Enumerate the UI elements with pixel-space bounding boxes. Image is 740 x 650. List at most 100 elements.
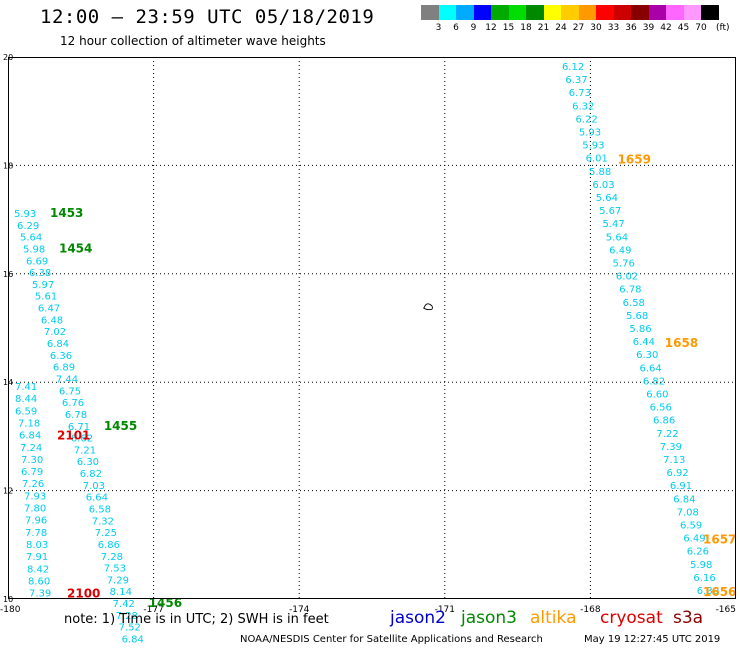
track-a-swh-label: 6.36: [50, 351, 72, 362]
track-a-swh-label: 7.25: [95, 528, 117, 539]
lon-tick-label: -174: [289, 605, 310, 615]
track-right-swh-label: 6.60: [646, 390, 668, 401]
track-right-swh-label: 6.37: [565, 75, 587, 86]
satellite-legend-s3a: s3a: [673, 608, 704, 628]
track-right-swh-label: 6.56: [650, 403, 672, 414]
legend-label: 30: [590, 23, 602, 33]
track-right-swh-label: 6.92: [666, 468, 688, 479]
legend-label: 18: [520, 23, 532, 33]
lat-tick-label: 10: [3, 595, 13, 604]
track-a-swh-label: 6.38: [29, 268, 51, 279]
generated-timestamp: May 19 12:27:45 UTC 2019: [584, 634, 721, 645]
track-right-swh-label: 6.16: [693, 573, 715, 584]
track-right-swh-label: 5.64: [606, 232, 628, 243]
track-a-swh-label: 7.28: [101, 552, 123, 563]
track-a-swh-label: 6.89: [53, 363, 75, 374]
track-a-swh-label: 7.21: [74, 445, 96, 456]
track-right-swh-label: 6.58: [623, 298, 645, 309]
track-a-swh-label: 7.32: [92, 516, 114, 527]
legend-label: 33: [607, 23, 620, 33]
track-a-time-label: 1454: [59, 241, 92, 255]
track-right-swh-label: 6.44: [633, 337, 655, 348]
track-a-swh-label: 6.84: [47, 339, 69, 350]
track-b-swh-label: 7.91: [26, 552, 48, 563]
track-a-time-label: 1453: [50, 206, 83, 220]
track-right-swh-label: 7.08: [677, 507, 699, 518]
track-right-swh-label: 6.01: [586, 154, 608, 165]
track-b-swh-label: 6.59: [15, 406, 37, 417]
track-b-swh-label: 8.44: [15, 394, 37, 405]
track-right-swh-label: 6.49: [683, 534, 705, 545]
credit-text: NOAA/NESDIS Center for Satellite Applica…: [240, 634, 543, 645]
legend-swatch: [508, 5, 526, 20]
legend-label: 36: [625, 23, 637, 33]
track-right-swh-label: 7.13: [663, 455, 685, 466]
track-right-swh-label: 6.78: [619, 285, 641, 296]
legend-label: 21: [537, 23, 550, 33]
track-b-swh-label: 7.26: [22, 479, 44, 490]
legend-label: 6: [453, 23, 459, 33]
track-right-swh-label: 7.22: [656, 429, 678, 440]
track-right-swh-label: 6.73: [569, 88, 591, 99]
track-right-time-label: 1659: [618, 153, 651, 167]
track-b-swh-label: 8.60: [28, 576, 50, 587]
legend-label: 70: [695, 23, 707, 33]
track-b-swh-label: 6.84: [19, 431, 41, 442]
lon-tick-label: -168: [580, 605, 601, 615]
track-a-swh-label: 6.69: [26, 256, 48, 267]
page-subtitle: 12 hour collection of altimeter wave hei…: [60, 34, 326, 48]
legend-swatch: [543, 5, 561, 20]
track-a-swh-label: 7.28: [116, 611, 138, 622]
track-b-swh-label: 7.96: [25, 516, 47, 527]
legend-swatch: [561, 5, 579, 20]
track-a-swh-label: 6.78: [65, 410, 87, 421]
track-a-swh-label: 7.42: [113, 599, 135, 610]
legend-swatch: [438, 5, 456, 20]
track-right-swh-label: 6.64: [640, 363, 662, 374]
legend-label: 3: [435, 23, 442, 33]
track-a-swh-label: 7.53: [104, 564, 126, 575]
track-b-swh-label: 7.80: [24, 504, 46, 515]
legend-swatch: [666, 5, 684, 20]
track-b-swh-label: 7.18: [18, 418, 40, 429]
track-b-swh-label: 7.41: [15, 382, 37, 393]
track-a-swh-label: 8.14: [110, 587, 132, 598]
track-right-swh-label: 5.47: [602, 219, 624, 230]
legend-swatch: [473, 5, 491, 20]
lon-tick-label: -180: [0, 605, 21, 615]
track-right-swh-label: 6.32: [572, 101, 594, 112]
track-right-swh-label: 6.30: [636, 350, 658, 361]
track-a-swh-label: 6.84: [122, 635, 144, 646]
track-a-swh-label: 7.44: [56, 374, 78, 385]
legend-label: 9: [470, 23, 477, 33]
track-right-swh-label: 6.30: [697, 586, 719, 597]
lon-tick-label: -165: [716, 605, 736, 615]
track-b-swh-label: 7.78: [25, 528, 47, 539]
track-a-swh-label: 6.47: [38, 304, 60, 315]
legend-label: 39: [642, 23, 655, 33]
island-icon: [423, 303, 433, 311]
track-a-swh-label: 7.52: [119, 623, 141, 634]
track-right-swh-label: 6.91: [670, 481, 692, 492]
track-a-swh-label: 6.29: [17, 221, 39, 232]
track-right-swh-label: 6.84: [673, 494, 695, 505]
track-a-swh-label: 5.98: [23, 244, 45, 255]
track-right-time-label: 1657: [703, 533, 736, 547]
track-right-swh-label: 6.86: [653, 416, 675, 427]
track-right-swh-label: 6.26: [687, 547, 709, 558]
track-a-swh-label: 6.58: [89, 505, 111, 516]
map-frame: [8, 57, 736, 599]
legend-swatch: [578, 5, 596, 20]
legend-swatch: [683, 5, 701, 20]
lon-tick-label: -177: [143, 605, 163, 615]
track-b-swh-label: 6.79: [21, 467, 43, 478]
track-a-swh-label: 6.86: [98, 540, 120, 551]
track-right-time-label: 1656: [703, 585, 736, 599]
track-right-swh-label: 6.12: [562, 62, 584, 73]
legend-swatch: [456, 5, 474, 20]
track-a-swh-label: 7.29: [107, 575, 129, 586]
track-right-swh-label: 6.82: [643, 376, 665, 387]
track-a-swh-label: 6.71: [68, 422, 90, 433]
track-a-swh-label: 6.82: [80, 469, 102, 480]
